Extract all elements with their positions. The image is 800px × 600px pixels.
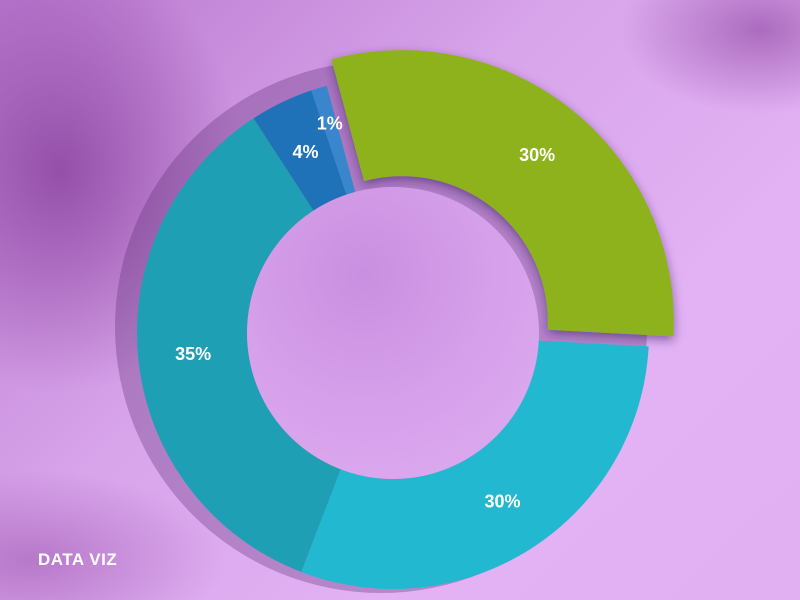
slice-label-blue: 4% (293, 142, 319, 162)
slice-label-light-blue: 1% (317, 113, 343, 133)
donut-hole (247, 187, 539, 479)
slice-label-green: 30% (519, 145, 555, 165)
slice-light-blue (311, 85, 356, 195)
slice-cyan (301, 340, 649, 589)
slice-green (331, 50, 674, 337)
data-viz-label: DATA VIZ (38, 550, 118, 569)
slice-label-cyan: 30% (484, 492, 520, 512)
slice-teal (137, 118, 341, 572)
slice-blue (253, 90, 347, 211)
slice-label-teal: 35% (175, 344, 211, 364)
